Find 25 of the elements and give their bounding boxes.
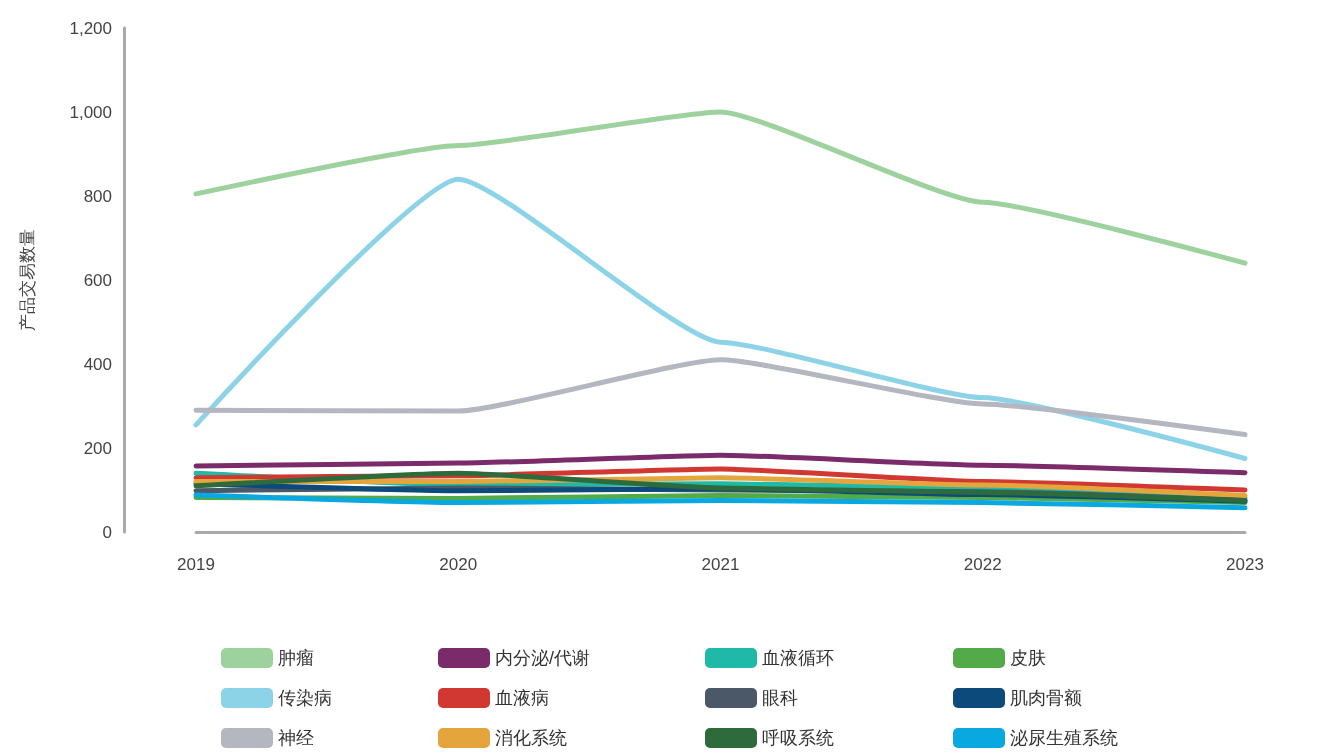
- legend-label: 内分泌/代谢: [495, 648, 591, 668]
- legend-label: 肿瘤: [278, 648, 314, 668]
- y-tick-label: 0: [102, 522, 112, 542]
- x-tick-label: 2021: [701, 555, 740, 574]
- y-tick-label: 200: [83, 438, 112, 458]
- legend-label: 传染病: [278, 688, 332, 708]
- legend-label: 皮肤: [1010, 648, 1046, 668]
- y-axis-title: 产品交易数量: [18, 229, 37, 331]
- legend-label: 泌尿生殖系统: [1010, 728, 1118, 748]
- x-tick-label: 2019: [177, 555, 215, 574]
- legend-label: 眼科: [762, 688, 798, 708]
- legend-label: 血液病: [495, 688, 549, 708]
- x-tick-label: 2020: [439, 555, 478, 574]
- legend-label: 呼吸系统: [762, 728, 834, 748]
- y-tick-label: 800: [83, 186, 112, 206]
- legend-label: 肌肉骨额: [1010, 688, 1082, 708]
- y-tick-label: 1,000: [69, 102, 112, 122]
- y-tick-label: 600: [83, 270, 112, 290]
- legend-label: 神经: [278, 728, 314, 748]
- legend-label: 消化系统: [495, 728, 567, 748]
- legend-label: 血液循环: [762, 648, 834, 668]
- x-tick-label: 2023: [1226, 555, 1264, 574]
- y-tick-label: 400: [83, 354, 112, 374]
- y-tick-label: 1,200: [69, 18, 112, 38]
- x-tick-label: 2022: [963, 555, 1002, 574]
